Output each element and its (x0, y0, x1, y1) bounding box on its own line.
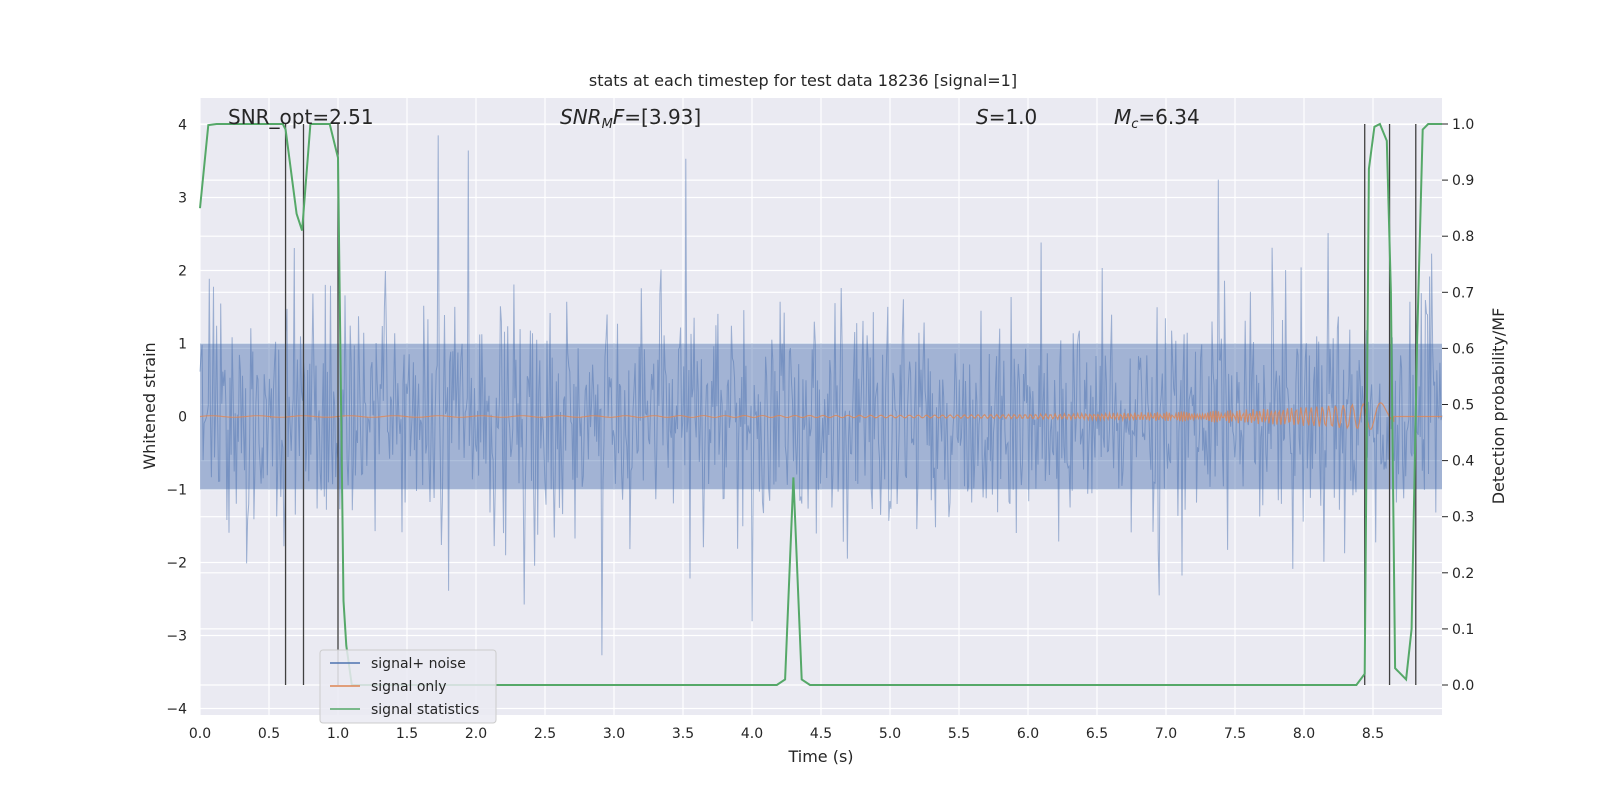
y2-tick-label: 0.8 (1452, 229, 1474, 245)
y-tick-labels: 4 3 2 1 0 −1 −2 −3 −4 (166, 118, 187, 718)
annotation-snr-mf: SNRMF=[3.93] (560, 105, 701, 132)
x-axis-label: Time (s) (787, 747, 853, 766)
y-tick-label: 1 (178, 337, 187, 353)
y2-tick-label: 0.6 (1452, 341, 1474, 357)
legend-label-signal-noise: signal+ noise (371, 656, 466, 672)
annotation-mc: Mc=6.34 (1114, 105, 1200, 132)
y2-tick-label: 0.5 (1452, 398, 1474, 414)
signal-only-line (199, 402, 1442, 430)
x-tick-label: 1.5 (396, 726, 418, 742)
x-tick-label: 1.0 (327, 726, 349, 742)
x-tick-label: 3.0 (603, 726, 625, 742)
y-tick-label: 4 (178, 118, 187, 134)
legend-label-signal-only: signal only (371, 679, 446, 695)
y2-tick-label: 0.1 (1452, 622, 1474, 638)
y-tick-label: −2 (166, 556, 187, 572)
x-tick-label: 2.5 (534, 726, 556, 742)
signal-only-series (199, 402, 1442, 430)
signal-statistics-series (199, 122, 1442, 686)
y-tick-label: 2 (178, 264, 187, 280)
x-tick-label: 2.0 (465, 726, 487, 742)
x-tick-label: 8.5 (1362, 726, 1384, 742)
y2-tick-label: 0.7 (1452, 285, 1474, 301)
signal-plus-noise-line (199, 135, 1443, 656)
x-tick-label: 0.0 (189, 726, 211, 742)
y-tick-label: −3 (166, 629, 187, 645)
x-tick-labels: 0.0 0.5 1.0 1.5 2.0 2.5 3.0 3.5 4.0 4.5 5.0 5.5 6.0 6… (189, 726, 1384, 742)
x-tick-label: 3.5 (672, 726, 694, 742)
x-tick-label: 6.5 (1086, 726, 1108, 742)
y2-tick-label: 0.3 (1452, 510, 1474, 526)
x-tick-label: 6.0 (1017, 726, 1039, 742)
legend-box (319, 649, 497, 724)
annotation-snr-opt: SNR_opt=2.51 (228, 105, 374, 129)
x-tick-label: 7.5 (1224, 726, 1246, 742)
y-tick-label: −1 (166, 483, 187, 499)
chart-title: stats at each timestep for test data 182… (589, 71, 1017, 90)
x-tick-label: 5.0 (879, 726, 901, 742)
y2-tick-labels: 1.0 0.9 0.8 0.7 0.6 0.5 0.4 0.3 0.2 0.1 0.0 (1442, 117, 1474, 694)
x-tick-label: 4.0 (741, 726, 763, 742)
y-tick-label: 0 (178, 410, 187, 426)
y2-axis-label: Detection probability/MF (1489, 308, 1508, 505)
y2-tick-label: 0.9 (1452, 173, 1474, 189)
y-tick-label: 3 (178, 191, 187, 207)
x-tick-label: 5.5 (948, 726, 970, 742)
x-tick-label: 0.5 (258, 726, 280, 742)
y2-tick-label: 0.0 (1452, 678, 1474, 694)
annotation-s: S=1.0 (976, 105, 1037, 129)
x-tick-label: 8.0 (1293, 726, 1315, 742)
x-tick-label: 4.5 (810, 726, 832, 742)
y2-tick-label: 0.2 (1452, 566, 1474, 582)
y2-tick-label: 1.0 (1452, 117, 1474, 133)
y2-tick-label: 0.4 (1452, 454, 1474, 470)
signal-statistics-line (199, 122, 1442, 686)
x-tick-label: 7.0 (1155, 726, 1177, 742)
legend-label-signal-statistics: signal statistics (371, 702, 479, 718)
y-axis-label: Whitened strain (140, 342, 159, 469)
y-tick-label: −4 (166, 702, 187, 718)
legend: signal+ noise signal only signal statist… (319, 649, 497, 724)
